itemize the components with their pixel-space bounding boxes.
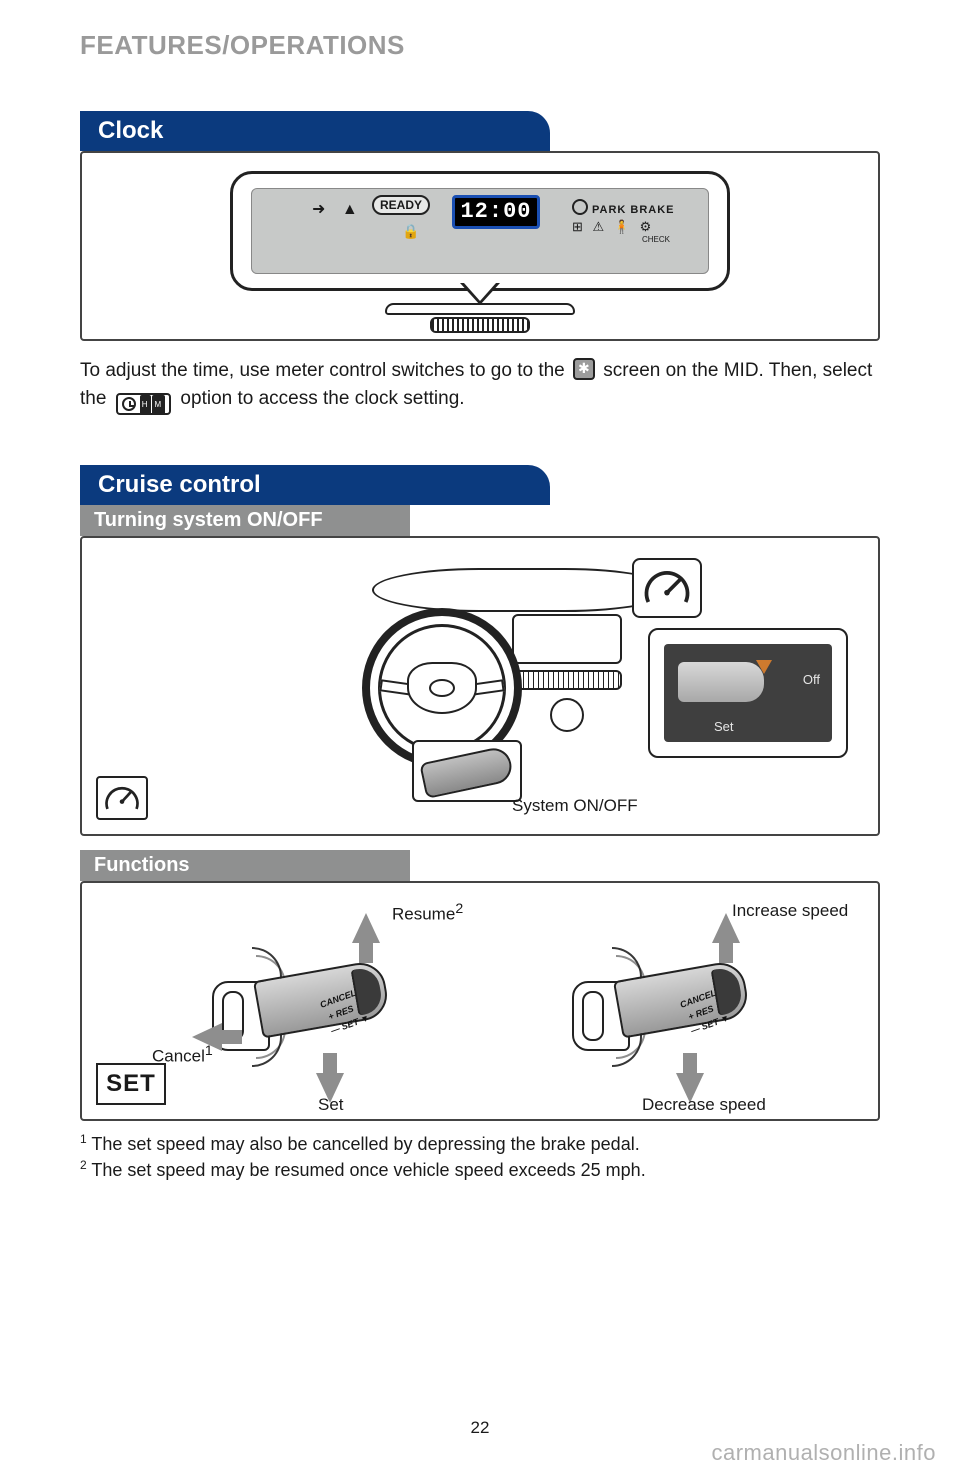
footnotes: 1 The set speed may also be cancelled by… — [80, 1131, 880, 1183]
cruise-lever-right: CANCEL ▶ + RES ▲ — SET ▼ — [572, 953, 772, 1063]
figure-cruise-onoff: Off Set System ON/OFF — [80, 536, 880, 836]
label-increase: Increase speed — [732, 901, 848, 921]
stalk-detail-callout — [412, 740, 522, 802]
dash-cluster: ➜ ▲ 🔒 READY 12:00 PARK BRAKE ⊞ ⚠ 🧍 ⚙ CHE… — [230, 171, 730, 291]
watermark: carmanualsonline.info — [711, 1440, 936, 1466]
center-stack — [512, 614, 622, 754]
figure-functions: CANCEL ▶ + RES ▲ — SET ▼ Resume2 Cancel1… — [80, 881, 880, 1121]
callout-pointer — [460, 283, 500, 305]
label-resume: Resume2 — [392, 901, 463, 925]
label-decrease: Decrease speed — [642, 1095, 766, 1115]
dash-mini-icons: ⊞ ⚠ 🧍 ⚙ — [572, 219, 654, 235]
nav-off-label: Off — [803, 672, 820, 687]
nav-screen: Off Set — [648, 628, 848, 758]
gear-icon — [573, 358, 595, 380]
arrow-up-icon — [352, 913, 380, 943]
cruise-lever-left: CANCEL ▶ + RES ▲ — SET ▼ — [212, 953, 412, 1063]
set-badge: SET — [96, 1063, 166, 1105]
clock-setting-icon: HM — [116, 393, 171, 415]
check-label: CHECK — [642, 235, 670, 244]
system-onoff-label: System ON/OFF — [512, 796, 638, 816]
nav-set-label: Set — [714, 719, 734, 734]
ready-indicator: READY — [372, 195, 430, 215]
lock-icon: 🔒 — [402, 223, 419, 240]
section-tab-cruise: Cruise control — [80, 465, 550, 505]
cruise-indicator-icon — [96, 776, 148, 820]
park-brake-label: PARK BRAKE — [572, 199, 675, 216]
page-number: 22 — [0, 1418, 960, 1438]
figure-clock: ➜ ▲ 🔒 READY 12:00 PARK BRAKE ⊞ ⚠ 🧍 ⚙ CHE… — [80, 151, 880, 341]
clock-lcd: 12:00 — [452, 195, 540, 229]
label-set: Set — [318, 1095, 344, 1115]
cruise-indicator-callout — [632, 558, 702, 618]
page-header: FEATURES/OPERATIONS — [80, 30, 880, 61]
section-tab-clock: Clock — [80, 111, 550, 151]
subsection-functions: Functions — [80, 850, 410, 881]
warning-icons: ➜ ▲ — [312, 199, 364, 219]
dashboard-scene — [352, 568, 692, 798]
subsection-on-off: Turning system ON/OFF — [80, 505, 410, 536]
dash-base-illustration — [385, 303, 575, 335]
clock-body-text: To adjust the time, use meter control sw… — [80, 357, 880, 415]
